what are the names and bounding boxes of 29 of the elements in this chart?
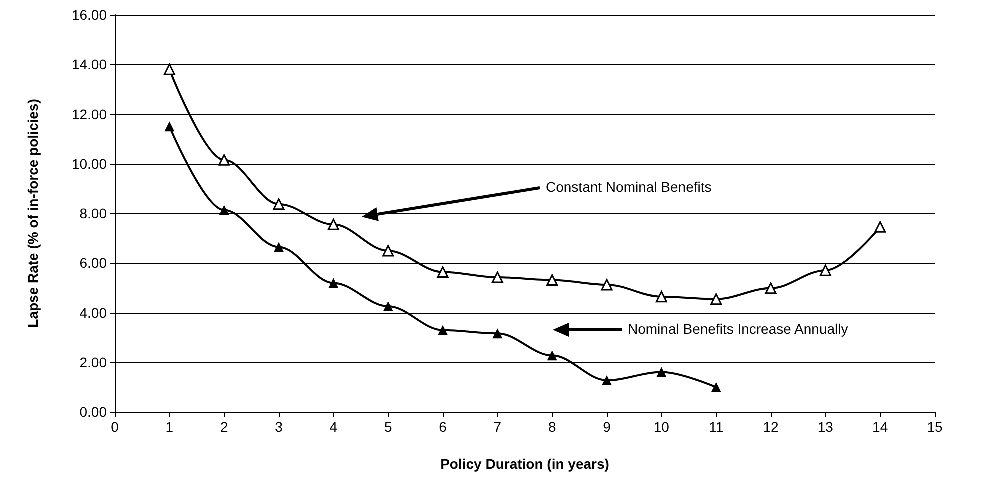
y-tick-label: 4.00 xyxy=(80,304,108,321)
y-tick-label: 8.00 xyxy=(80,206,108,222)
x-tick-label: 8 xyxy=(548,419,556,435)
y-tick-label: 6.00 xyxy=(80,255,108,272)
x-tick-label: 12 xyxy=(763,419,779,435)
x-tick-label: 5 xyxy=(384,419,392,435)
x-tick-label: 11 xyxy=(709,419,724,435)
x-tick-label: 13 xyxy=(818,419,834,435)
x-tick-label: 14 xyxy=(872,419,888,435)
x-axis-title: Policy Duration (in years) xyxy=(440,456,610,472)
annotation: Constant Nominal Benefits xyxy=(546,179,712,195)
x-tick-label: 4 xyxy=(330,419,338,435)
y-tick-label: 10.00 xyxy=(72,156,108,172)
y-axis-title: Lapse Rate (% of in-force policies) xyxy=(25,99,41,328)
x-tick-label: 9 xyxy=(603,419,612,435)
y-tick-label: 2.00 xyxy=(80,354,108,370)
x-tick-label: 1 xyxy=(166,419,174,435)
y-tick-label: 12.00 xyxy=(72,106,108,122)
x-tick-label: 3 xyxy=(275,419,284,435)
x-tick-label: 7 xyxy=(494,419,502,435)
x-tick-label: 2 xyxy=(220,419,228,435)
x-tick-label: 6 xyxy=(439,419,448,435)
annotation: Nominal Benefits Increase Annually xyxy=(628,321,848,337)
y-tick-label: 14.00 xyxy=(72,56,108,73)
x-tick-label: 10 xyxy=(654,419,670,435)
y-tick-label: 0.00 xyxy=(80,404,108,420)
x-tick-label: 15 xyxy=(927,419,943,435)
y-tick-label: 16.00 xyxy=(72,7,108,23)
x-tick-label: 0 xyxy=(111,419,120,435)
